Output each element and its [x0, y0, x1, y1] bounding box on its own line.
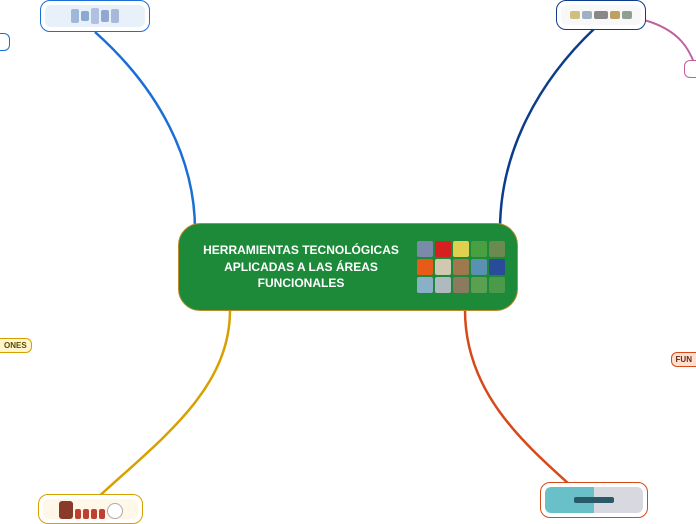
doc-icon	[417, 241, 433, 257]
thumb-bottom-right	[545, 487, 643, 513]
globe-icon	[471, 259, 487, 275]
label-ones[interactable]: ONES	[0, 338, 32, 353]
compass-icon	[417, 277, 433, 293]
leaf-top-left[interactable]	[40, 0, 150, 32]
branch-top-left	[95, 32, 195, 230]
chart-icon	[489, 241, 505, 257]
leaf-bottom-right[interactable]	[540, 482, 648, 518]
center-icon-grid	[417, 241, 505, 293]
tool-icon	[453, 277, 469, 293]
photo-icon	[471, 277, 487, 293]
label-right-partial[interactable]	[684, 60, 696, 78]
thumb-top-left	[45, 5, 145, 27]
pencil-icon	[435, 259, 451, 275]
center-title: HERRAMIENTAS TECNOLÓGICAS APLICADAS A LA…	[191, 242, 417, 292]
center-node[interactable]: HERRAMIENTAS TECNOLÓGICAS APLICADAS A LA…	[178, 223, 518, 311]
branch-bottom-left	[95, 310, 230, 500]
youtube-icon	[435, 241, 451, 257]
brush-icon	[453, 259, 469, 275]
branch-top-right	[500, 28, 595, 230]
notebook-icon	[453, 241, 469, 257]
card-icon	[435, 277, 451, 293]
thumb-top-right	[561, 5, 641, 25]
branch-bottom-right	[465, 310, 570, 485]
label-fun[interactable]: FUN	[671, 352, 696, 367]
ball-icon	[489, 259, 505, 275]
mail-icon	[489, 277, 505, 293]
label-left-partial[interactable]	[0, 33, 10, 51]
cash-icon	[471, 241, 487, 257]
leaf-top-right[interactable]	[556, 0, 646, 30]
thumb-bottom-left	[43, 499, 138, 519]
blogger-icon	[417, 259, 433, 275]
